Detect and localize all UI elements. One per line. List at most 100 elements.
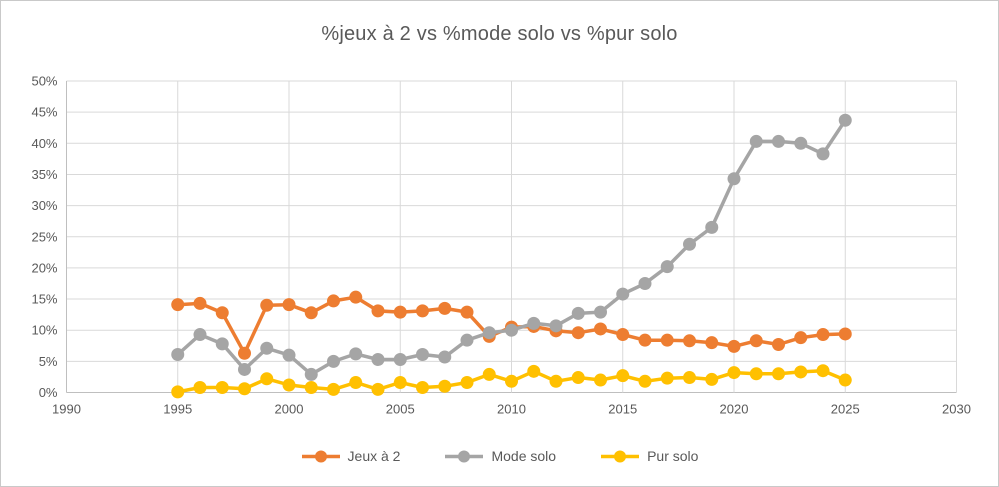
data-point-mode-solo-2008[interactable] xyxy=(460,333,474,347)
data-point-pur-solo-2022[interactable] xyxy=(772,367,785,381)
legend-marker-line-dot-icon xyxy=(445,450,484,462)
data-point-jeux-a-2-1995[interactable] xyxy=(171,298,185,312)
data-point-pur-solo-1997[interactable] xyxy=(215,381,229,395)
data-point-jeux-a-2-2013[interactable] xyxy=(571,326,585,340)
data-point-pur-solo-2015[interactable] xyxy=(616,369,630,383)
data-point-pur-solo-2012[interactable] xyxy=(549,374,563,388)
data-point-pur-solo-2003[interactable] xyxy=(349,376,363,390)
data-point-mode-solo-1995[interactable] xyxy=(171,347,185,361)
data-point-jeux-a-2-1997[interactable] xyxy=(215,306,229,320)
data-point-jeux-a-2-2005[interactable] xyxy=(393,305,407,319)
data-point-jeux-a-2-2016[interactable] xyxy=(638,333,652,347)
data-point-mode-solo-2016[interactable] xyxy=(638,276,652,290)
y-tick-label: 0% xyxy=(39,385,58,400)
data-point-mode-solo-2006[interactable] xyxy=(416,347,429,361)
data-point-pur-solo-2023[interactable] xyxy=(794,365,808,379)
data-point-pur-solo-2006[interactable] xyxy=(416,381,429,395)
data-point-mode-solo-2018[interactable] xyxy=(683,237,696,251)
data-point-jeux-a-2-2017[interactable] xyxy=(660,333,674,347)
x-tick-label: 2025 xyxy=(831,402,860,417)
y-tick-label: 50% xyxy=(31,74,57,89)
data-point-mode-solo-2001[interactable] xyxy=(304,367,318,381)
data-point-mode-solo-2010[interactable] xyxy=(505,323,518,337)
data-point-pur-solo-2014[interactable] xyxy=(594,373,607,387)
data-point-jeux-a-2-2001[interactable] xyxy=(304,306,318,320)
data-point-mode-solo-2025[interactable] xyxy=(838,113,852,127)
data-point-mode-solo-2014[interactable] xyxy=(594,305,607,319)
chart-title[interactable]: %jeux à 2 vs %mode solo vs %pur solo xyxy=(321,23,678,45)
data-point-mode-solo-1999[interactable] xyxy=(260,341,274,355)
data-point-mode-solo-2007[interactable] xyxy=(438,350,452,364)
data-point-mode-solo-2024[interactable] xyxy=(816,147,830,161)
data-point-pur-solo-1995[interactable] xyxy=(171,385,185,399)
legend-item-jeux-a-2[interactable]: Jeux à 2 xyxy=(301,448,400,464)
data-point-pur-solo-2021[interactable] xyxy=(749,367,763,381)
data-point-pur-solo-2025[interactable] xyxy=(838,373,852,387)
data-point-pur-solo-2007[interactable] xyxy=(438,379,452,393)
data-point-jeux-a-2-2000[interactable] xyxy=(282,298,296,312)
data-point-jeux-a-2-2004[interactable] xyxy=(371,304,385,318)
data-point-pur-solo-2013[interactable] xyxy=(571,371,585,385)
data-point-pur-solo-1999[interactable] xyxy=(260,372,274,386)
data-point-mode-solo-2019[interactable] xyxy=(705,220,719,234)
data-point-jeux-a-2-2019[interactable] xyxy=(705,336,719,350)
data-point-pur-solo-2024[interactable] xyxy=(816,364,830,378)
data-point-mode-solo-1996[interactable] xyxy=(193,328,207,342)
data-point-pur-solo-2002[interactable] xyxy=(327,382,340,396)
data-point-mode-solo-2004[interactable] xyxy=(371,352,385,366)
data-point-mode-solo-2023[interactable] xyxy=(794,136,808,150)
data-point-pur-solo-2016[interactable] xyxy=(638,374,652,388)
data-point-jeux-a-2-2018[interactable] xyxy=(683,334,696,348)
data-point-jeux-a-2-2025[interactable] xyxy=(838,327,852,341)
data-point-jeux-a-2-2022[interactable] xyxy=(772,338,785,352)
data-point-pur-solo-2011[interactable] xyxy=(527,364,541,378)
data-point-pur-solo-2001[interactable] xyxy=(304,381,318,395)
data-point-mode-solo-2009[interactable] xyxy=(482,326,496,340)
data-point-jeux-a-2-2023[interactable] xyxy=(794,331,808,345)
data-point-mode-solo-2021[interactable] xyxy=(749,134,763,148)
data-point-mode-solo-2005[interactable] xyxy=(393,352,407,366)
data-point-mode-solo-2002[interactable] xyxy=(327,354,340,368)
data-point-pur-solo-2000[interactable] xyxy=(282,378,296,392)
data-point-jeux-a-2-2007[interactable] xyxy=(438,301,452,315)
data-point-jeux-a-2-2020[interactable] xyxy=(727,339,741,353)
data-point-jeux-a-2-2015[interactable] xyxy=(616,328,630,342)
data-point-pur-solo-2008[interactable] xyxy=(460,376,474,390)
legend-item-pur-solo[interactable]: Pur solo xyxy=(600,448,698,464)
data-point-pur-solo-2004[interactable] xyxy=(371,382,385,396)
data-point-pur-solo-2017[interactable] xyxy=(660,371,674,385)
data-point-mode-solo-2011[interactable] xyxy=(527,316,541,330)
data-point-pur-solo-2020[interactable] xyxy=(727,366,741,380)
data-point-jeux-a-2-2002[interactable] xyxy=(327,294,340,308)
data-point-pur-solo-1998[interactable] xyxy=(238,382,251,396)
data-point-jeux-a-2-1996[interactable] xyxy=(193,296,207,310)
data-point-pur-solo-2019[interactable] xyxy=(705,372,719,386)
data-point-jeux-a-2-2006[interactable] xyxy=(416,304,429,318)
data-point-jeux-a-2-2021[interactable] xyxy=(749,334,763,348)
legend-item-mode-solo[interactable]: Mode solo xyxy=(444,448,556,464)
data-point-jeux-a-2-2024[interactable] xyxy=(816,328,830,342)
data-point-jeux-a-2-2014[interactable] xyxy=(594,322,607,336)
data-point-mode-solo-1997[interactable] xyxy=(215,337,229,351)
data-point-mode-solo-2003[interactable] xyxy=(349,347,363,361)
data-point-mode-solo-1998[interactable] xyxy=(238,362,251,376)
data-point-pur-solo-2010[interactable] xyxy=(505,374,518,388)
data-point-mode-solo-2020[interactable] xyxy=(727,172,741,186)
data-point-mode-solo-2022[interactable] xyxy=(772,134,785,148)
data-point-pur-solo-2009[interactable] xyxy=(482,367,496,381)
data-point-mode-solo-2015[interactable] xyxy=(616,287,630,301)
data-point-mode-solo-2013[interactable] xyxy=(571,306,585,320)
data-point-jeux-a-2-1999[interactable] xyxy=(260,298,274,312)
data-point-mode-solo-2000[interactable] xyxy=(282,348,296,362)
y-tick-label: 5% xyxy=(39,354,58,369)
data-point-jeux-a-2-2008[interactable] xyxy=(460,305,474,319)
data-point-pur-solo-2005[interactable] xyxy=(393,376,407,390)
data-point-pur-solo-1996[interactable] xyxy=(193,381,207,395)
data-point-pur-solo-2018[interactable] xyxy=(683,371,696,385)
x-tick-label: 2010 xyxy=(497,402,526,417)
data-point-mode-solo-2012[interactable] xyxy=(549,319,563,333)
x-tick-label: 2000 xyxy=(275,402,304,417)
data-point-jeux-a-2-2003[interactable] xyxy=(349,290,363,304)
data-point-jeux-a-2-1998[interactable] xyxy=(238,346,251,360)
data-point-mode-solo-2017[interactable] xyxy=(660,260,674,274)
